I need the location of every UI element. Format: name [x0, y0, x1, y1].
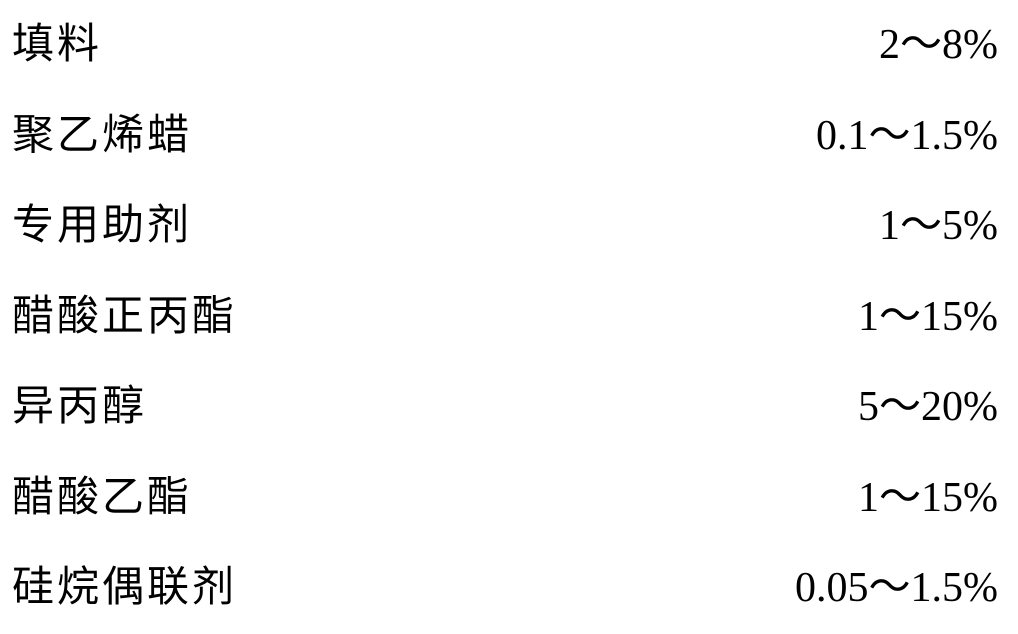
ingredient-label: 专用助剂: [12, 191, 192, 252]
table-row: 醋酸乙酯 1～15%: [12, 463, 998, 524]
ingredient-label: 聚乙烯蜡: [12, 101, 192, 162]
table-row: 硅烷偶联剂 0.05～1.5%: [12, 553, 998, 614]
ingredient-value: 0.05～1.5%: [795, 553, 998, 614]
ingredient-value: 1～5%: [879, 191, 998, 252]
ingredient-label: 异丙醇: [12, 372, 147, 433]
ingredient-label: 硅烷偶联剂: [12, 553, 237, 614]
ingredient-label: 醋酸乙酯: [12, 463, 192, 524]
table-row: 醋酸正丙酯 1～15%: [12, 282, 998, 343]
table-row: 填料 2～8%: [12, 10, 998, 71]
table-row: 专用助剂 1～5%: [12, 191, 998, 252]
ingredient-value: 1～15%: [858, 463, 998, 524]
composition-list: 填料 2～8% 聚乙烯蜡 0.1～1.5% 专用助剂 1～5% 醋酸正丙酯 1～…: [0, 0, 1018, 634]
table-row: 聚乙烯蜡 0.1～1.5%: [12, 101, 998, 162]
table-row: 异丙醇 5～20%: [12, 372, 998, 433]
ingredient-value: 1～15%: [858, 282, 998, 343]
ingredient-label: 醋酸正丙酯: [12, 282, 237, 343]
ingredient-label: 填料: [12, 10, 102, 71]
ingredient-value: 5～20%: [858, 372, 998, 433]
ingredient-value: 0.1～1.5%: [816, 101, 998, 162]
ingredient-value: 2～8%: [879, 10, 998, 71]
